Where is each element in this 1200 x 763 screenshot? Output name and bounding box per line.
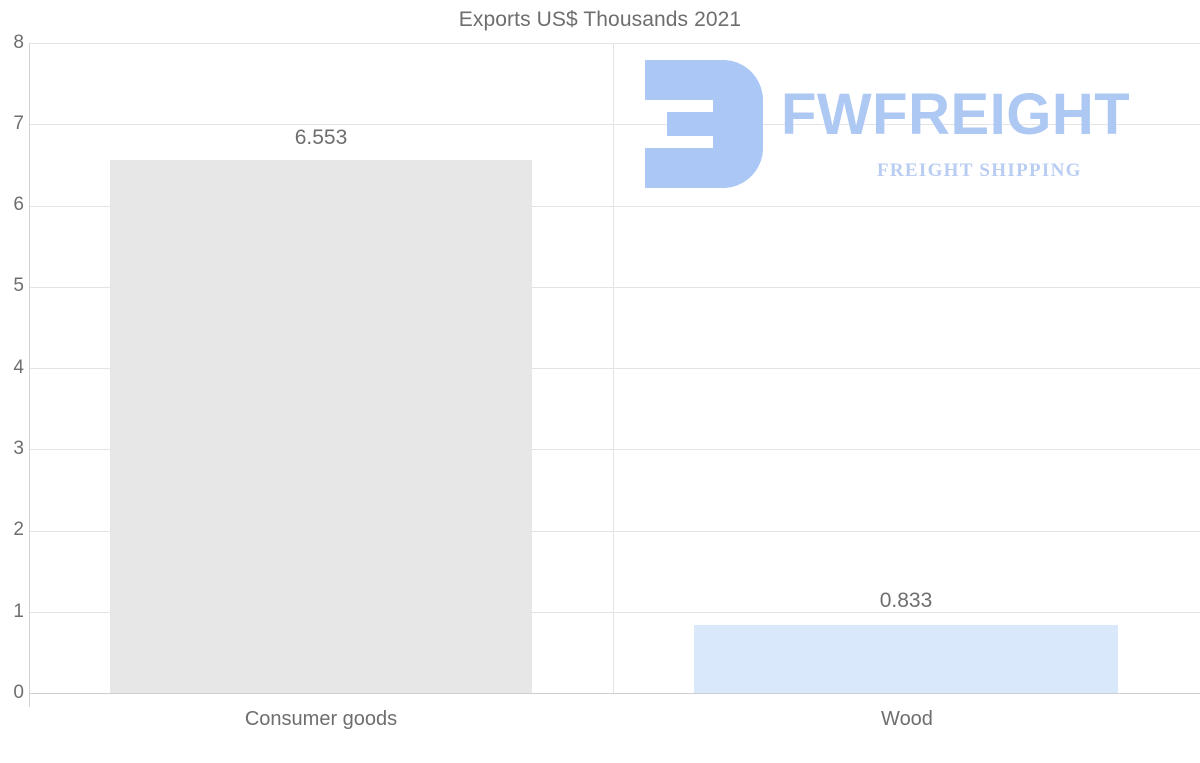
y-tick-0: 0 [13,682,24,703]
gridline-h-5 [29,287,1200,288]
y-tick-2: 2 [13,519,24,540]
gridline-h-8 [29,43,1200,44]
bar-value-consumer-goods: 6.553 [294,126,348,149]
bar-value-wood: 0.833 [879,589,933,612]
bar-consumer-goods[interactable] [110,160,532,693]
y-axis-line [29,43,30,707]
gridline-h-2 [29,531,1200,532]
y-tick-4: 4 [13,357,24,378]
y-axis-tick-labels: 8 7 6 5 4 3 2 1 0 [0,0,24,763]
chart-title: Exports US$ Thousands 2021 [458,8,742,31]
gridline-h-4 [29,368,1200,369]
y-tick-6: 6 [13,194,24,215]
y-tick-7: 7 [13,113,24,134]
plot-area [29,43,1200,693]
gridline-h-6 [29,206,1200,207]
bar-wood[interactable] [694,625,1118,693]
gridline-h-3 [29,449,1200,450]
x-tick-label-wood: Wood [881,708,933,730]
y-tick-5: 5 [13,275,24,296]
gridline-h-7 [29,124,1200,125]
gridline-v-category-divider [613,43,614,693]
x-axis-line [29,693,1200,694]
y-tick-3: 3 [13,438,24,459]
x-tick-label-consumer-goods: Consumer goods [244,708,398,730]
y-tick-8: 8 [13,32,24,53]
y-tick-1: 1 [13,601,24,622]
gridline-h-1 [29,612,1200,613]
